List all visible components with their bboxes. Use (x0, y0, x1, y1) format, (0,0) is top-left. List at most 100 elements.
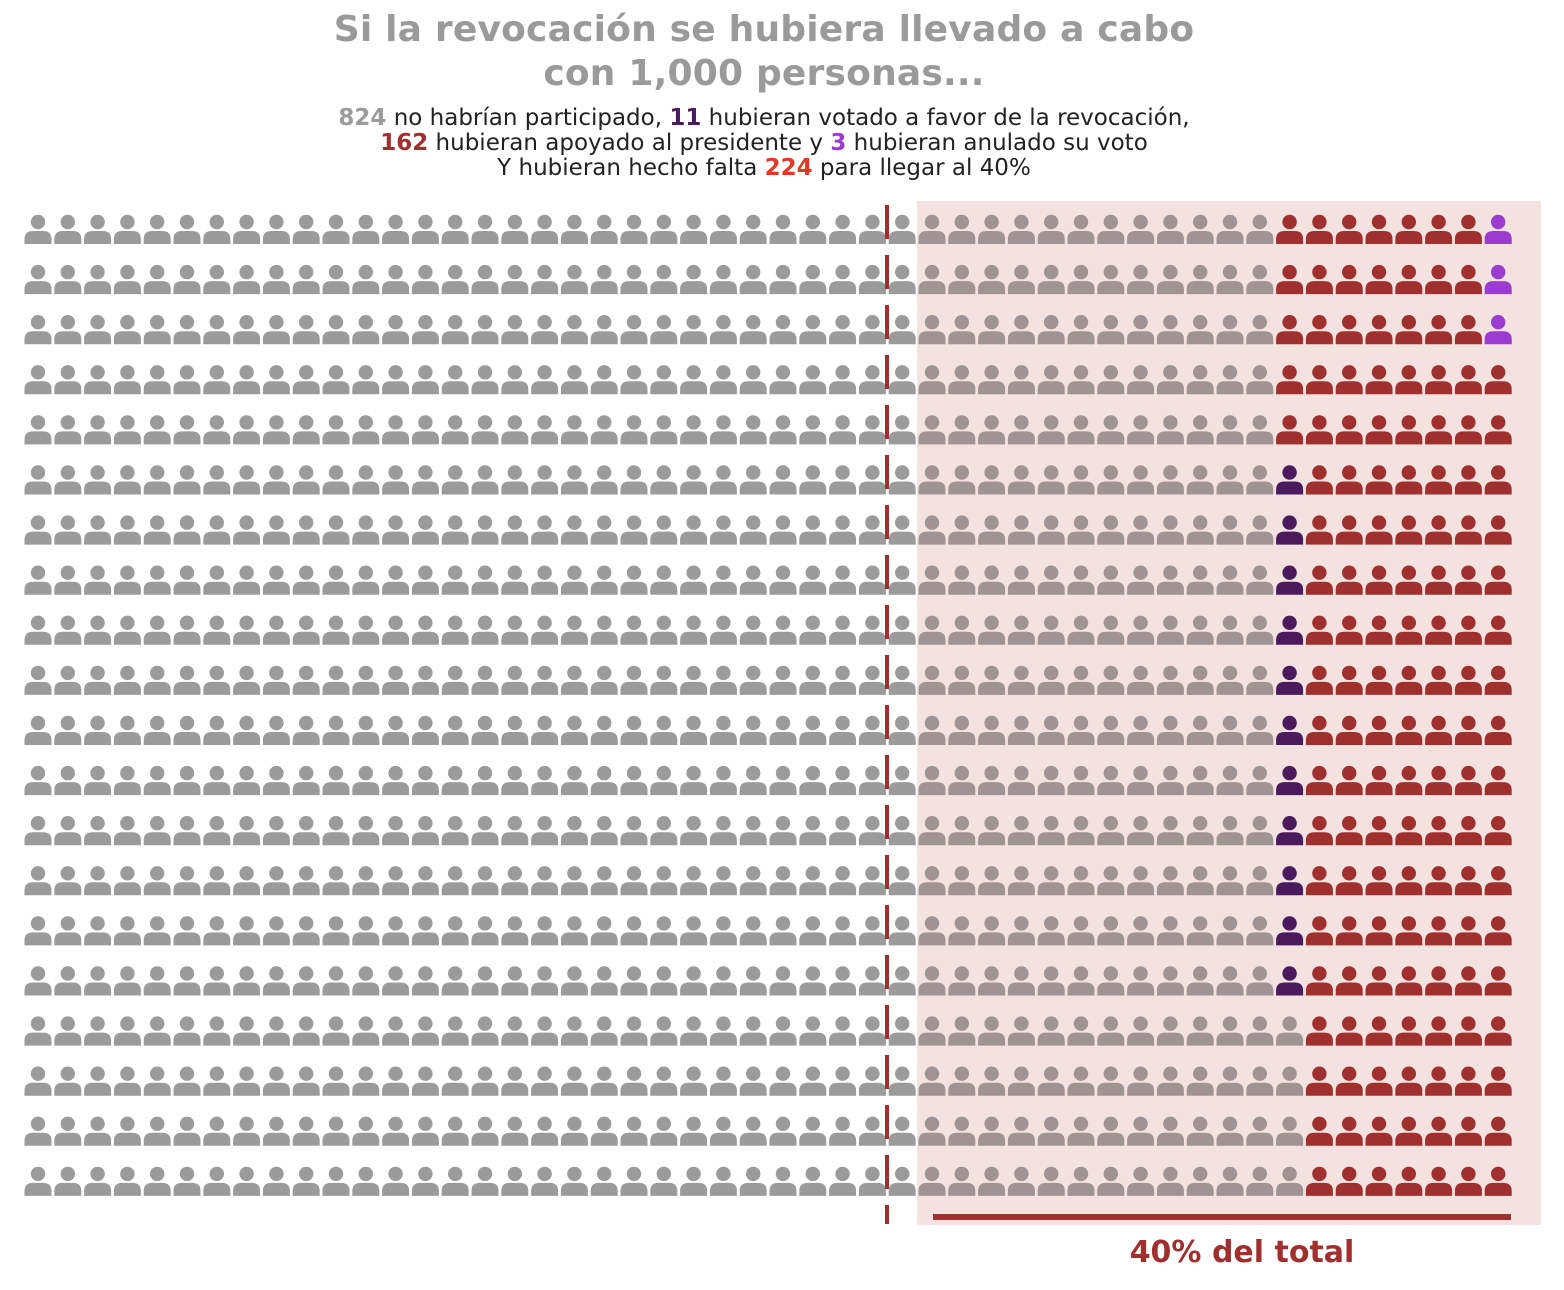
person-icon-no-participation (739, 1066, 767, 1096)
person-icon-no-participation (799, 715, 827, 745)
person-icon-no-participation-in-band (1186, 315, 1214, 345)
person-icon-no-participation (292, 1016, 320, 1046)
person-icon-president (1305, 816, 1333, 846)
person-icon-no-participation (113, 1116, 141, 1146)
person-icon-no-participation-in-band (1037, 1116, 1065, 1146)
person-icon-no-participation (173, 665, 201, 695)
person-icon-no-participation (501, 816, 529, 846)
person-icon-no-participation (262, 515, 290, 545)
person-icon-no-participation (54, 465, 82, 495)
person-icon-no-participation (471, 515, 499, 545)
person-icon-no-participation-in-band (1037, 365, 1065, 395)
person-icon-no-participation (888, 665, 916, 695)
person-icon-no-participation (531, 615, 559, 645)
person-icon-no-participation (680, 765, 708, 796)
person-icon-no-participation (680, 665, 708, 695)
person-icon-no-participation (590, 816, 618, 846)
person-icon-no-participation-in-band (1186, 365, 1214, 395)
person-icon-no-participation (739, 715, 767, 745)
person-icon-president (1305, 1116, 1333, 1146)
person-icon-no-participation (799, 365, 827, 395)
person-icon-president (1425, 916, 1453, 946)
person-icon-no-participation (709, 665, 737, 695)
person-icon-president (1425, 665, 1453, 695)
person-icon-president (1365, 1016, 1393, 1046)
person-icon-null-vote (1484, 264, 1512, 295)
person-icon-president (1305, 765, 1333, 796)
person-icon-no-participation (590, 415, 618, 445)
person-icon-no-participation (471, 315, 499, 345)
person-icon-no-participation (54, 365, 82, 395)
person-icon-no-participation (709, 816, 737, 846)
person-icon-no-participation (858, 1066, 886, 1096)
person-icon-no-participation-in-band (1037, 1066, 1065, 1096)
person-icon-no-participation (203, 966, 231, 996)
person-icon-no-participation (769, 1116, 797, 1146)
person-icon-no-participation (382, 765, 410, 796)
person-icon-no-participation (560, 264, 588, 295)
person-icon-no-participation-in-band (1037, 765, 1065, 796)
person-icon-no-participation (501, 916, 529, 946)
person-icon-no-participation (858, 1116, 886, 1146)
person-icon-no-participation (680, 866, 708, 896)
person-icon-no-participation (650, 816, 678, 846)
person-icon-president (1425, 615, 1453, 645)
person-icon-no-participation (650, 665, 678, 695)
person-icon-president (1305, 966, 1333, 996)
person-icon-no-participation (262, 365, 290, 395)
person-icon-no-participation (143, 916, 171, 946)
person-icon-no-participation (173, 365, 201, 395)
person-icon-null-vote (1484, 315, 1512, 345)
person-icon-president (1335, 1016, 1363, 1046)
person-icon-no-participation (858, 1166, 886, 1196)
person-icon-no-participation (233, 214, 261, 244)
person-icon-no-participation (471, 615, 499, 645)
person-icon-no-participation (471, 264, 499, 295)
person-icon-no-participation-in-band (1246, 264, 1274, 295)
person-icon-no-participation-in-band (978, 315, 1006, 345)
person-icon-no-participation-in-band (1246, 615, 1274, 645)
person-icon-no-participation-in-band (1127, 816, 1155, 846)
person-icon-president (1305, 415, 1333, 445)
person-icon-no-participation (531, 1066, 559, 1096)
person-icon-no-participation-in-band (948, 415, 976, 445)
person-icon-no-participation (471, 214, 499, 244)
person-icon-no-participation (233, 1016, 261, 1046)
person-icon-no-participation-in-band (1007, 415, 1035, 445)
person-icon-no-participation (411, 615, 439, 645)
person-icon-no-participation (411, 966, 439, 996)
person-icon-no-participation-in-band (918, 1166, 946, 1196)
person-icon-no-participation (382, 515, 410, 545)
person-icon-no-participation (322, 615, 350, 645)
person-icon-no-participation-in-band (1156, 916, 1184, 946)
person-icon-no-participation (233, 1116, 261, 1146)
person-icon-no-participation-in-band (918, 715, 946, 745)
person-icon-no-participation (799, 966, 827, 996)
person-icon-no-participation (441, 1166, 469, 1196)
person-icon-no-participation-in-band (918, 565, 946, 595)
person-icon-no-participation-in-band (1097, 665, 1125, 695)
person-icon-no-participation (829, 264, 857, 295)
person-icon-no-participation (799, 315, 827, 345)
person-icon-no-participation (858, 816, 886, 846)
person-icon-no-participation (799, 615, 827, 645)
person-icon-no-participation (441, 1116, 469, 1146)
person-icon-no-participation (560, 515, 588, 545)
person-icon-no-participation (560, 665, 588, 695)
person-icon-no-participation (560, 214, 588, 244)
person-icon-no-participation-in-band (1156, 615, 1184, 645)
person-icon-president (1425, 1116, 1453, 1146)
person-icon-no-participation (322, 665, 350, 695)
person-icon-no-participation (471, 966, 499, 996)
person-icon-no-participation-in-band (1186, 415, 1214, 445)
person-icon-no-participation (143, 1016, 171, 1046)
person-icon-no-participation (113, 765, 141, 796)
person-icon-president (1425, 1166, 1453, 1196)
person-icon-president (1335, 966, 1363, 996)
person-icon-no-participation-in-band (978, 966, 1006, 996)
person-icon-no-participation (531, 214, 559, 244)
threshold-bracket (933, 1214, 1511, 1220)
person-icon-no-participation (858, 966, 886, 996)
subtitle-text: Y hubieran hecho falta (497, 155, 765, 181)
